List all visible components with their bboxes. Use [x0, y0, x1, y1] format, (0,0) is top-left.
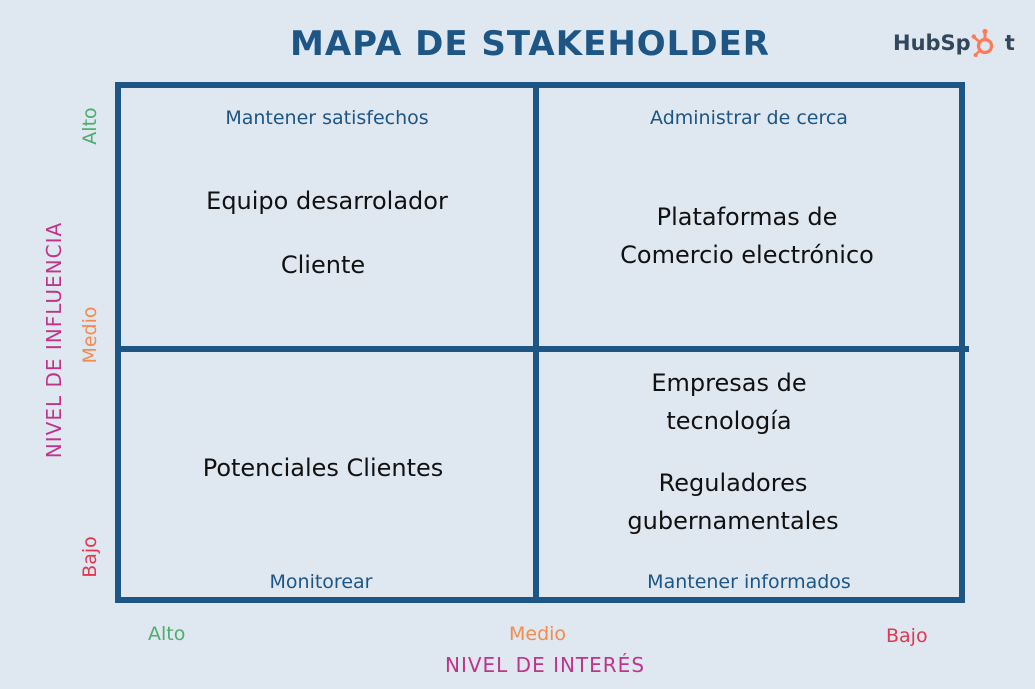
quadrant-label-top-left: Mantener satisfechos	[225, 107, 429, 129]
stakeholder-item: Cliente	[280, 251, 366, 279]
stakeholder-item-line: Plataformas de	[656, 203, 838, 231]
hubspot-sprocket-icon	[971, 28, 993, 57]
page-title: MAPA DE STAKEHOLDER	[290, 24, 770, 64]
stakeholder-item: Potenciales Clientes	[202, 454, 444, 482]
horizontal-divider	[115, 346, 969, 352]
stakeholder-item-line: Comercio electrónico	[620, 241, 874, 269]
y-axis-tick-medium: Medio	[79, 306, 101, 364]
quadrant-label-bottom-right: Mantener informados	[647, 571, 851, 593]
y-axis-title: NIVEL DE INFLUENCIA	[42, 221, 66, 459]
stakeholder-item-line: gubernamentales	[627, 507, 839, 535]
x-axis-tick-high: Alto	[148, 623, 186, 645]
stakeholder-item-line: Reguladores	[658, 469, 808, 497]
stakeholder-item-line: tecnología	[666, 407, 792, 435]
x-axis-tick-medium: Medio	[509, 623, 567, 645]
stakeholder-grid	[115, 82, 965, 603]
vertical-divider	[533, 82, 539, 603]
logo-text-right: t	[1004, 31, 1015, 55]
x-axis-tick-low: Bajo	[886, 625, 928, 647]
quadrant-label-top-right: Administrar de cerca	[650, 107, 848, 129]
hubspot-logo: HubSp t	[893, 28, 1015, 58]
logo-text-left: HubSp	[893, 31, 971, 55]
stakeholder-item-line: Empresas de	[651, 369, 807, 397]
x-axis-title: NIVEL DE INTERÉS	[445, 653, 646, 677]
quadrant-label-bottom-left: Monitorear	[269, 571, 373, 593]
y-axis-tick-high: Alto	[79, 107, 101, 145]
y-axis-tick-low: Bajo	[79, 536, 101, 578]
stakeholder-item: Equipo desarrolador	[206, 187, 448, 215]
